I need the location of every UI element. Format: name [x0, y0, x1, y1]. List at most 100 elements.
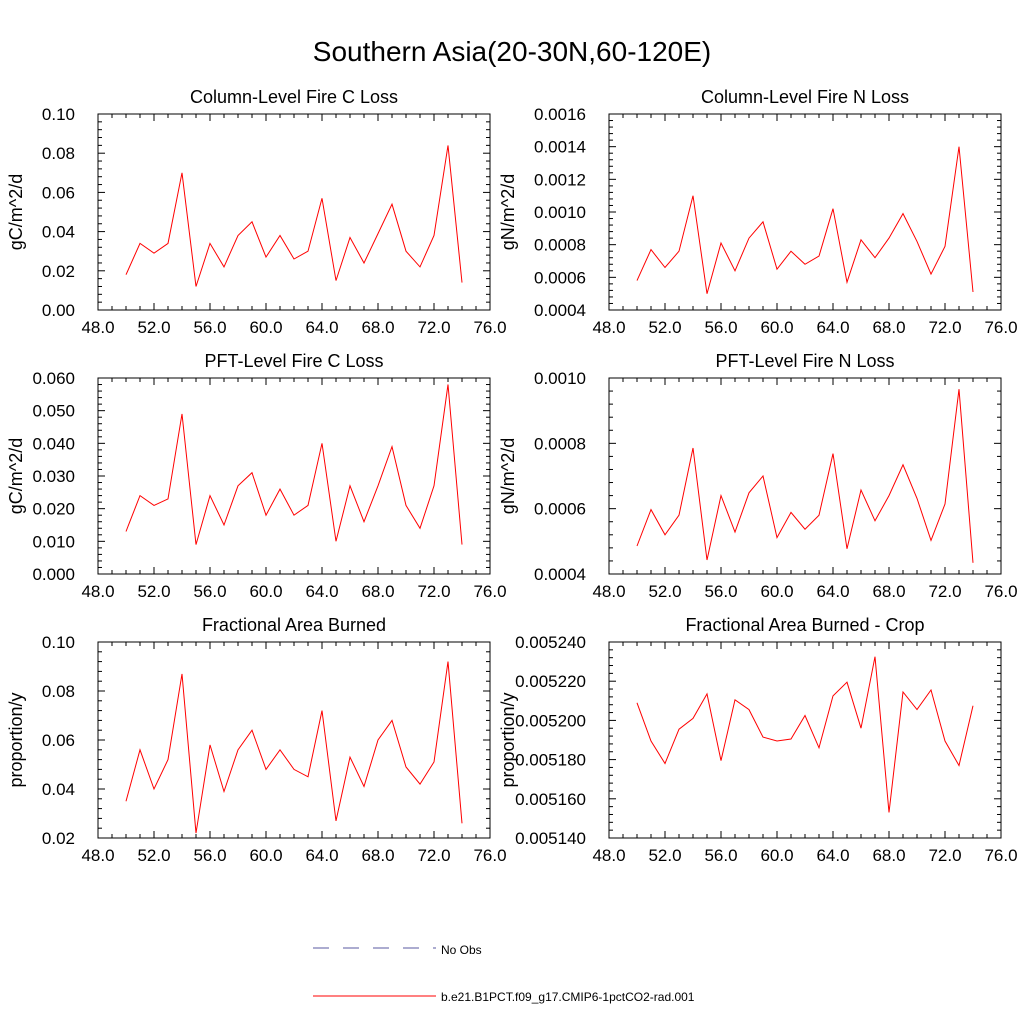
x-tick-label: 76.0 — [473, 582, 506, 601]
y-tick-label: 0.00 — [42, 301, 75, 320]
plot-frame — [608, 113, 1002, 311]
subplot-title: Column-Level Fire N Loss — [701, 87, 909, 107]
y-tick-label: 0.02 — [42, 262, 75, 281]
y-axis-label: gN/m^2/d — [498, 174, 518, 250]
chart-panel: 48.0 52.0 56.0 60.0 64.0 68.0 72.0 76.0 0.000 0.0… — [6, 351, 507, 601]
x-tick-label: 68.0 — [872, 846, 905, 865]
x-tick-label: 56.0 — [704, 582, 737, 601]
x-tick-label: 52.0 — [648, 318, 681, 337]
page-title: Southern Asia(20-30N,60-120E) — [312, 36, 712, 67]
y-tick-label: 0.0008 — [534, 236, 586, 255]
chart-panel: 48.0 52.0 56.0 60.0 64.0 68.0 72.0 76.0 0.0004 0.… — [498, 87, 1018, 337]
x-tick-label: 72.0 — [417, 846, 450, 865]
x-tick-label: 52.0 — [137, 846, 170, 865]
chart-panel: 48.0 52.0 56.0 60.0 64.0 68.0 72.0 76.0 0.0004 0.… — [498, 351, 1018, 601]
y-tick-label: 0.050 — [32, 402, 75, 421]
y-tick-label: 0.0008 — [534, 434, 586, 453]
x-tick-label: 72.0 — [928, 846, 961, 865]
x-tick-label: 64.0 — [305, 582, 338, 601]
series-line — [636, 146, 974, 294]
x-tick-label: 48.0 — [81, 846, 114, 865]
x-tick-label: 60.0 — [249, 582, 282, 601]
y-tick-label: 0.030 — [32, 467, 75, 486]
y-tick-label: 0.005220 — [515, 672, 586, 691]
x-tick-label: 72.0 — [928, 582, 961, 601]
x-tick-label: 52.0 — [648, 846, 681, 865]
y-axis-label: gC/m^2/d — [6, 438, 26, 514]
y-tick-label: 0.0004 — [534, 565, 586, 584]
subplot-title: Column-Level Fire C Loss — [190, 87, 398, 107]
series-line — [636, 389, 974, 563]
y-axis-label: proportion/y — [498, 692, 518, 787]
y-tick-label: 0.08 — [42, 144, 75, 163]
y-tick-label: 0.08 — [42, 682, 75, 701]
y-tick-label: 0.010 — [32, 532, 75, 551]
x-tick-label: 76.0 — [984, 318, 1017, 337]
x-tick-label: 68.0 — [361, 846, 394, 865]
y-tick-label: 0.0006 — [534, 268, 586, 287]
y-tick-label: 0.0014 — [534, 138, 586, 157]
series-line — [636, 656, 974, 813]
x-tick-label: 60.0 — [760, 318, 793, 337]
x-tick-label: 68.0 — [872, 582, 905, 601]
y-tick-label: 0.060 — [32, 369, 75, 388]
y-tick-label: 0.02 — [42, 829, 75, 848]
chart-panel: 48.0 52.0 56.0 60.0 64.0 68.0 72.0 76.0 0.02 0.04… — [6, 615, 507, 865]
legend-obs-label: No Obs — [441, 943, 482, 957]
x-tick-label: 56.0 — [704, 318, 737, 337]
x-tick-label: 76.0 — [984, 846, 1017, 865]
x-tick-label: 68.0 — [361, 318, 394, 337]
plot-frame — [608, 377, 1002, 575]
x-tick-label: 48.0 — [81, 318, 114, 337]
y-tick-label: 0.040 — [32, 434, 75, 453]
y-tick-label: 0.005240 — [515, 633, 586, 652]
subplot-title: Fractional Area Burned - Crop — [685, 615, 924, 635]
x-tick-label: 72.0 — [417, 582, 450, 601]
chart-panel: 48.0 52.0 56.0 60.0 64.0 68.0 72.0 76.0 0.005140… — [498, 615, 1018, 865]
y-tick-label: 0.020 — [32, 500, 75, 519]
x-tick-label: 64.0 — [305, 318, 338, 337]
x-tick-label: 52.0 — [137, 582, 170, 601]
x-tick-label: 48.0 — [81, 582, 114, 601]
plot-frame — [608, 641, 1002, 839]
x-tick-label: 76.0 — [984, 582, 1017, 601]
subplot-title: PFT-Level Fire N Loss — [715, 351, 894, 371]
y-tick-label: 0.0004 — [534, 301, 586, 320]
x-tick-label: 68.0 — [872, 318, 905, 337]
x-tick-label: 52.0 — [648, 582, 681, 601]
y-axis-label: proportion/y — [6, 692, 26, 787]
y-tick-label: 0.0010 — [534, 203, 586, 222]
chart-panel: 48.0 52.0 56.0 60.0 64.0 68.0 72.0 76.0 0.00 0.02… — [6, 87, 507, 337]
x-tick-label: 56.0 — [193, 846, 226, 865]
x-tick-label: 48.0 — [592, 582, 625, 601]
y-tick-label: 0.10 — [42, 633, 75, 652]
x-tick-label: 48.0 — [592, 846, 625, 865]
x-tick-label: 76.0 — [473, 846, 506, 865]
y-tick-label: 0.005180 — [515, 751, 586, 770]
series-line — [125, 661, 463, 834]
x-tick-label: 64.0 — [816, 582, 849, 601]
x-tick-label: 76.0 — [473, 318, 506, 337]
x-tick-label: 72.0 — [417, 318, 450, 337]
plot-frame — [97, 113, 491, 311]
subplot-title: Fractional Area Burned — [202, 615, 386, 635]
x-tick-label: 48.0 — [592, 318, 625, 337]
y-tick-label: 0.0006 — [534, 500, 586, 519]
x-tick-label: 60.0 — [760, 846, 793, 865]
y-tick-label: 0.06 — [42, 731, 75, 750]
y-tick-label: 0.0010 — [534, 369, 586, 388]
x-tick-label: 56.0 — [193, 318, 226, 337]
x-tick-label: 64.0 — [305, 846, 338, 865]
x-tick-label: 64.0 — [816, 846, 849, 865]
y-tick-label: 0.04 — [42, 780, 75, 799]
y-tick-label: 0.005200 — [515, 711, 586, 730]
y-axis-label: gN/m^2/d — [498, 438, 518, 514]
y-tick-label: 0.0012 — [534, 170, 586, 189]
series-line — [125, 384, 463, 545]
y-tick-label: 0.10 — [42, 105, 75, 124]
series-line — [125, 145, 463, 287]
x-tick-label: 72.0 — [928, 318, 961, 337]
y-tick-label: 0.000 — [32, 565, 75, 584]
x-tick-label: 52.0 — [137, 318, 170, 337]
